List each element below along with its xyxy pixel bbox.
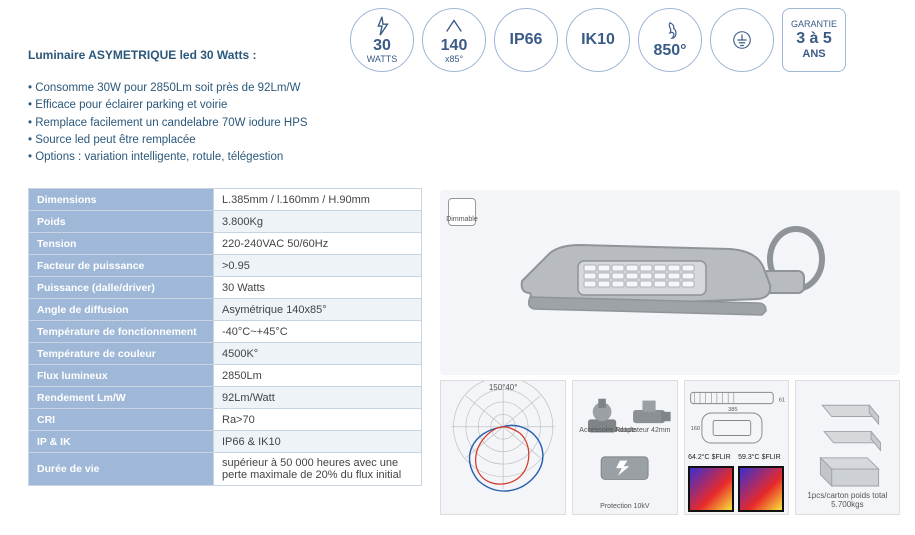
table-row: Puissance (dalle/driver)30 Watts (29, 277, 422, 299)
badge-ip: IP66 (494, 8, 558, 72)
table-row: Durée de viesupérieur à 50 000 heures av… (29, 453, 422, 486)
thermal-images: 64.2°C $FLIR 59.3°C $FLIR (685, 466, 788, 512)
badge-warranty-l2: 3 à 5 (796, 30, 832, 48)
thermal-temp-1: 64.2°C (688, 454, 709, 461)
dimensions-icon: 61 385 160 (685, 381, 788, 458)
table-row: Température de couleur4500K° (29, 343, 422, 365)
accessory-label-c: Protection 10kV (600, 503, 649, 510)
spec-label: Durée de vie (29, 453, 214, 486)
thermal-image-2 (738, 466, 784, 512)
badge-watts: 30 WATTS (350, 8, 414, 72)
angle-icon (443, 15, 465, 37)
bullet-item: • Source led peut être remplacée (28, 132, 308, 149)
thermal-flir-1: $FLIR (712, 454, 731, 461)
accessory-label-b: Adaptateur 42mm (615, 427, 671, 434)
badge-angle-sub: x85° (445, 55, 463, 65)
spec-value: Asymétrique 140x85° (214, 299, 422, 321)
bullet-item: • Efficace pour éclairer parking et voir… (28, 97, 308, 114)
table-row: DimensionsL.385mm / l.160mm / H.90mm (29, 189, 422, 211)
spec-value: 220-240VAC 50/60Hz (214, 233, 422, 255)
dim-h: 160 (690, 426, 699, 432)
bullet-item: • Consomme 30W pour 2850Lm soit près de … (28, 80, 308, 97)
spec-label: Tension (29, 233, 214, 255)
spec-label: Puissance (dalle/driver) (29, 277, 214, 299)
spec-value: 3.800Kg (214, 211, 422, 233)
spec-label: Poids (29, 211, 214, 233)
table-row: Poids3.800Kg (29, 211, 422, 233)
led-fixture-illustration (500, 213, 840, 353)
spec-value: 30 Watts (214, 277, 422, 299)
badge-grounding (710, 8, 774, 72)
detail-thumbnails: 150°40° (440, 380, 900, 515)
table-row: Rendement Lm/W92Lm/Watt (29, 387, 422, 409)
accessories-icon (573, 381, 676, 514)
table-row: Angle de diffusionAsymétrique 140x85° (29, 299, 422, 321)
spec-label: Dimensions (29, 189, 214, 211)
packaging-note: 1pcs/carton poids total 5.700kgs (800, 492, 895, 510)
badge-warranty-l3: ANS (802, 48, 825, 60)
spec-value: supérieur à 50 000 heures avec une perte… (214, 453, 422, 486)
dim-w: 385 (728, 407, 737, 413)
spec-label: CRI (29, 409, 214, 431)
feature-bullets: • Consomme 30W pour 2850Lm soit près de … (28, 80, 308, 166)
badge-ik: IK10 (566, 8, 630, 72)
spec-label: Facteur de puissance (29, 255, 214, 277)
polar-plot-icon (441, 381, 565, 514)
bullet-item: • Options : variation intelligente, rotu… (28, 149, 308, 166)
spec-label: IP & IK (29, 431, 214, 453)
thermal-flir-2: $FLIR (762, 454, 781, 461)
spec-value: Ra>70 (214, 409, 422, 431)
spec-value: >0.95 (214, 255, 422, 277)
badge-warranty: GARANTIE 3 à 5 ANS (782, 8, 846, 72)
spec-value: IP66 & IK10 (214, 431, 422, 453)
badge-watts-unit: WATTS (367, 55, 398, 65)
thermal-temp-2: 59.3°C (738, 454, 759, 461)
spec-label: Angle de diffusion (29, 299, 214, 321)
badge-temp: 850° (638, 8, 702, 72)
polar-title: 150°40° (489, 383, 518, 392)
dim-side: 61 (778, 398, 784, 404)
product-render-area: Dimmable (440, 190, 900, 375)
thumb-polar-diagram: 150°40° (440, 380, 566, 515)
thermal-image-1 (688, 466, 734, 512)
dimmable-label: Dimmable (446, 216, 478, 223)
table-row: Tension220-240VAC 50/60Hz (29, 233, 422, 255)
thumb-packaging: 1pcs/carton poids total 5.700kgs (795, 380, 900, 515)
spec-value: 92Lm/Watt (214, 387, 422, 409)
specs-table: DimensionsL.385mm / l.160mm / H.90mmPoid… (28, 188, 422, 486)
flame-icon (659, 20, 681, 42)
product-title: Luminaire ASYMETRIQUE led 30 Watts : (28, 48, 256, 62)
spec-value: 2850Lm (214, 365, 422, 387)
badge-warranty-l1: GARANTIE (791, 20, 837, 30)
spec-badges-row: 30 WATTS 140 x85° IP66 IK10 850° GARANTI… (350, 8, 846, 72)
thumb-dimensions: 61 385 160 64.2°C $FLIR 59.3°C $FLIR (684, 380, 789, 515)
spec-label: Température de couleur (29, 343, 214, 365)
spec-value: 4500K° (214, 343, 422, 365)
spec-label: Flux lumineux (29, 365, 214, 387)
badge-ik-text: IK10 (581, 31, 615, 49)
table-row: Facteur de puissance>0.95 (29, 255, 422, 277)
spec-label: Température de fonctionnement (29, 321, 214, 343)
thumb-accessories: Accessoire Rotule Adaptateur 42mm Protec… (572, 380, 677, 515)
dimmable-icon: Dimmable (448, 198, 476, 226)
spec-value: -40°C~+45°C (214, 321, 422, 343)
table-row: IP & IKIP66 & IK10 (29, 431, 422, 453)
badge-angle: 140 x85° (422, 8, 486, 72)
bolt-icon (371, 15, 393, 37)
badge-watts-value: 30 (373, 37, 391, 55)
badge-temp-text: 850° (653, 42, 686, 60)
badge-ip-text: IP66 (510, 31, 543, 49)
bullet-item: • Remplace facilement un candelabre 70W … (28, 115, 308, 132)
badge-angle-value: 140 (441, 37, 468, 55)
table-row: Flux lumineux2850Lm (29, 365, 422, 387)
spec-label: Rendement Lm/W (29, 387, 214, 409)
table-row: Température de fonctionnement-40°C~+45°C (29, 321, 422, 343)
spec-value: L.385mm / l.160mm / H.90mm (214, 189, 422, 211)
ground-icon (731, 29, 753, 51)
table-row: CRIRa>70 (29, 409, 422, 431)
